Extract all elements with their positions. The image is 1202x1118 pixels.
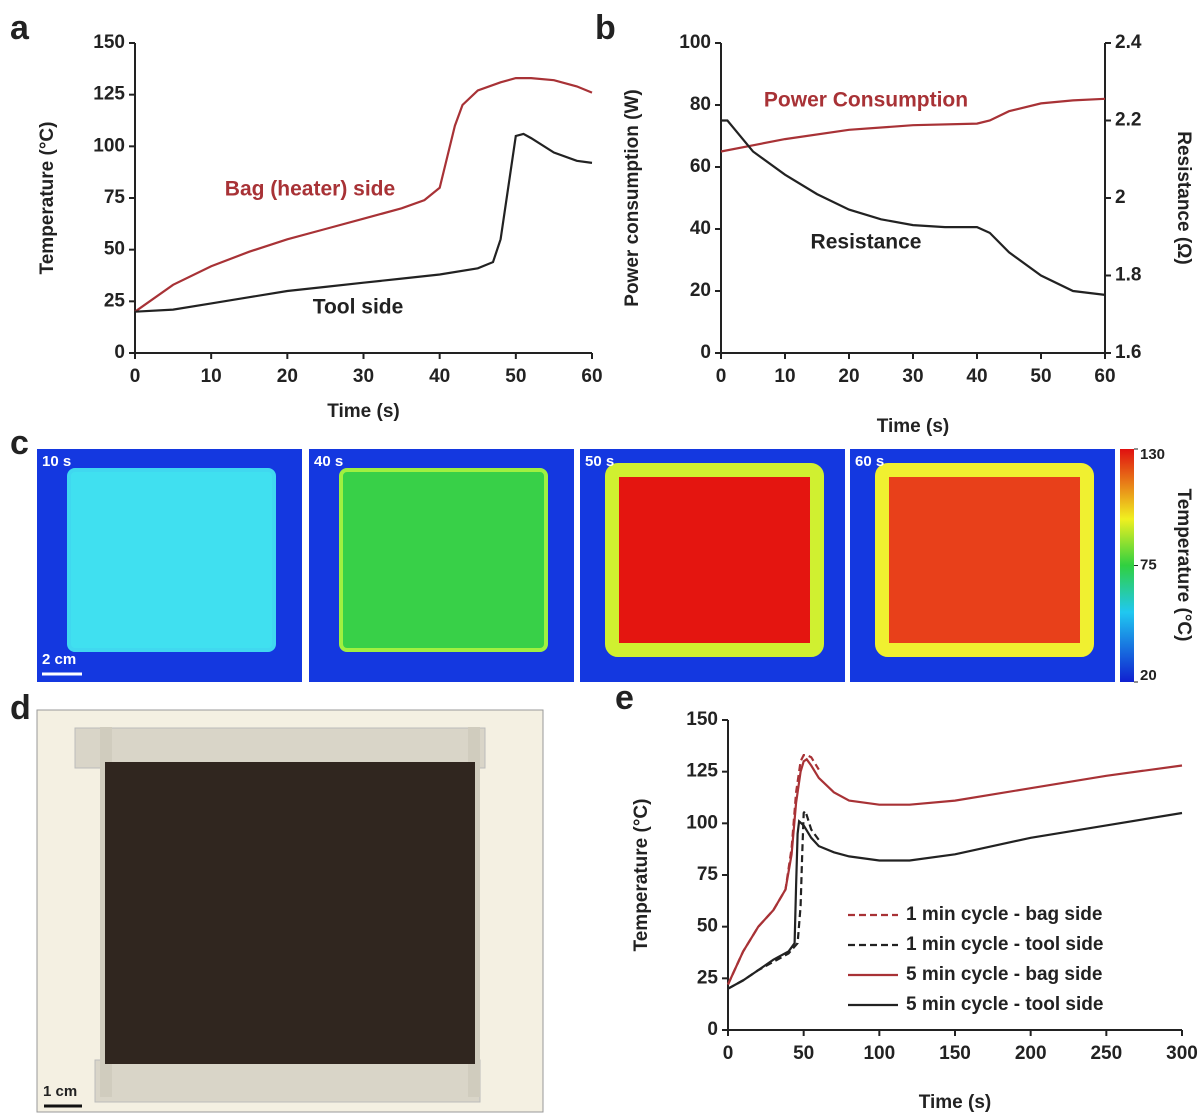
y2-tick-label: 2.2 <box>1115 110 1141 131</box>
data-line <box>726 754 820 985</box>
y2-tick-label: 2 <box>1115 187 1126 208</box>
frame-label: 50 s <box>585 453 614 470</box>
panel-letter: e <box>615 679 634 717</box>
y-tick-label: 125 <box>93 84 125 105</box>
panel-letter: d <box>10 689 31 727</box>
x-tick-label: 30 <box>353 366 374 387</box>
y-tick-label: 100 <box>679 32 711 53</box>
panel-letter: a <box>10 9 30 47</box>
data-line <box>134 77 593 313</box>
x-tick-label: 250 <box>1090 1043 1122 1064</box>
y-tick-label: 50 <box>104 239 125 260</box>
x-tick-label: 50 <box>505 366 526 387</box>
series-annotation: Tool side <box>313 296 404 319</box>
y-tick-label: 50 <box>697 916 718 937</box>
x-tick-label: 30 <box>902 366 923 387</box>
panel-letter: b <box>595 9 616 47</box>
y-axis-label: Temperature (°C) <box>631 799 652 952</box>
y-tick-label: 40 <box>690 218 711 239</box>
y2-tick-label: 1.6 <box>1115 342 1141 363</box>
y-tick-label: 100 <box>686 812 718 833</box>
photo <box>36 709 544 1113</box>
x-tick-label: 0 <box>130 366 141 387</box>
y2-axis-label: Resistance (Ω) <box>1173 131 1194 265</box>
colorbar-tick-label: 75 <box>1140 556 1157 573</box>
data-line <box>727 811 1183 990</box>
series-annotation: Bag (heater) side <box>225 178 395 201</box>
x-tick-label: 20 <box>838 366 859 387</box>
y2-tick-label: 1.8 <box>1115 265 1141 286</box>
heated-region <box>339 468 548 652</box>
x-tick-label: 0 <box>716 366 727 387</box>
x-axis-label: Time (s) <box>919 1092 992 1113</box>
heated-region <box>875 463 1094 657</box>
y-tick-label: 0 <box>707 1019 718 1040</box>
y-tick-label: 100 <box>93 135 125 156</box>
x-tick-label: 200 <box>1015 1043 1047 1064</box>
x-axis-label: Time (s) <box>877 416 950 437</box>
y-tick-label: 0 <box>114 342 125 363</box>
x-tick-label: 0 <box>723 1043 734 1064</box>
frame-label: 40 s <box>314 453 343 470</box>
x-tick-label: 150 <box>939 1043 971 1064</box>
colorbar-label: Temperature (°C) <box>1173 489 1194 642</box>
data-line <box>726 757 1183 985</box>
scale-bar-label: 1 cm <box>43 1083 77 1100</box>
frame-label: 60 s <box>855 453 884 470</box>
x-tick-label: 10 <box>201 366 222 387</box>
colorbar <box>1120 449 1134 682</box>
y-axis-label: Temperature (°C) <box>37 122 58 275</box>
y-tick-label: 80 <box>690 94 711 115</box>
data-line <box>720 97 1106 153</box>
data-line <box>134 132 593 313</box>
x-tick-label: 60 <box>1094 366 1115 387</box>
y-tick-label: 25 <box>104 290 126 311</box>
colorbar-tick-label: 20 <box>1140 667 1157 684</box>
y-tick-label: 20 <box>690 280 711 301</box>
x-tick-label: 20 <box>277 366 298 387</box>
data-line <box>727 808 820 990</box>
x-tick-label: 10 <box>774 366 795 387</box>
legend-label: 5 min cycle - bag side <box>906 964 1102 985</box>
x-axis-label: Time (s) <box>327 401 400 422</box>
x-tick-label: 50 <box>793 1043 814 1064</box>
x-tick-label: 100 <box>863 1043 895 1064</box>
y-tick-label: 150 <box>93 32 125 53</box>
legend-label: 1 min cycle - tool side <box>906 934 1103 955</box>
series-annotation: Resistance <box>811 231 922 254</box>
y-tick-label: 150 <box>686 709 718 730</box>
legend-label: 5 min cycle - tool side <box>906 994 1103 1015</box>
heated-region <box>67 468 276 652</box>
x-tick-label: 50 <box>1030 366 1051 387</box>
y-tick-label: 75 <box>104 187 126 208</box>
y-tick-label: 0 <box>700 342 711 363</box>
y-tick-label: 25 <box>697 967 719 988</box>
data-line <box>721 119 1106 296</box>
x-tick-label: 40 <box>966 366 987 387</box>
y-tick-label: 125 <box>686 761 718 782</box>
panel-letter: c <box>10 424 29 462</box>
y2-tick-label: 2.4 <box>1115 32 1142 53</box>
x-tick-label: 60 <box>581 366 602 387</box>
x-tick-label: 40 <box>429 366 450 387</box>
scale-bar-label: 2 cm <box>42 651 76 668</box>
legend-label: 1 min cycle - bag side <box>906 904 1102 925</box>
colorbar-tick-label: 130 <box>1140 446 1165 463</box>
frame-label: 10 s <box>42 453 71 470</box>
y-tick-label: 60 <box>690 156 711 177</box>
y-tick-label: 75 <box>697 864 719 885</box>
heated-region <box>605 463 824 657</box>
x-tick-label: 300 <box>1166 1043 1198 1064</box>
y-axis-label: Power consumption (W) <box>622 89 643 306</box>
series-annotation: Power Consumption <box>764 89 968 112</box>
